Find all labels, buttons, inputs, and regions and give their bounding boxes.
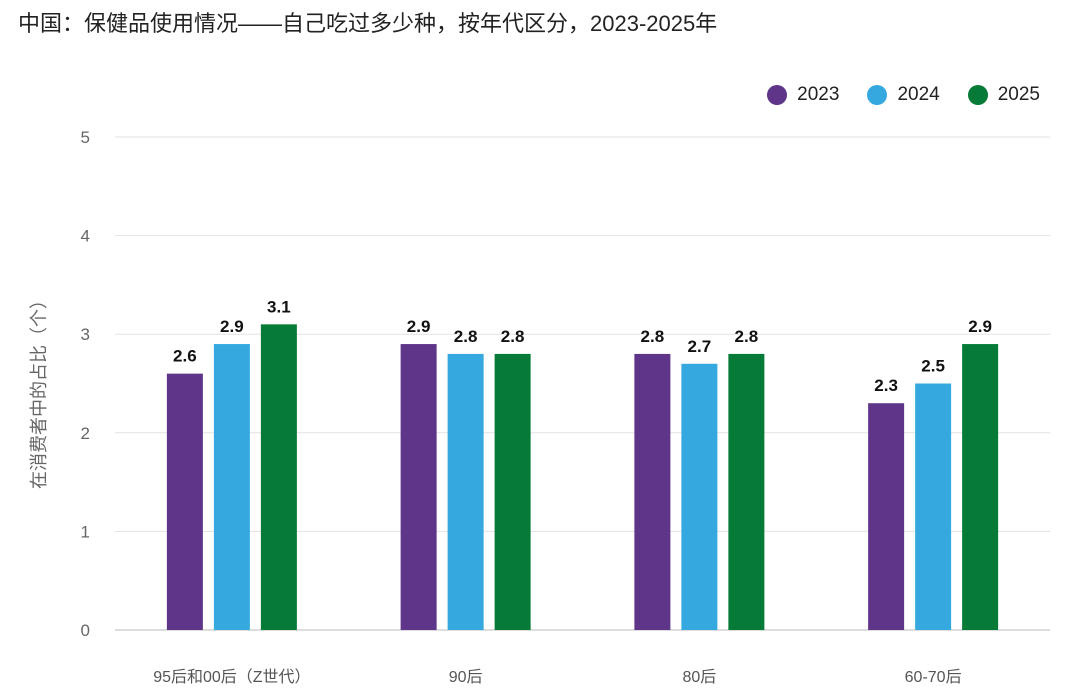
bar-2023 [400, 344, 437, 630]
data-label: 2.9 [407, 317, 431, 336]
y-tick-label: 1 [81, 522, 90, 541]
legend-swatch [967, 85, 988, 105]
data-label: 2.9 [968, 317, 992, 336]
bar-2024 [681, 363, 718, 630]
y-tick-label: 4 [81, 227, 90, 246]
bar-2025 [260, 324, 297, 630]
legend-label: 2025 [997, 84, 1040, 105]
bar-2023 [166, 373, 203, 630]
data-label: 2.5 [921, 357, 945, 376]
x-tick-label: 80后 [682, 668, 716, 686]
x-tick-label: 60-70后 [905, 668, 962, 686]
bar-2023 [868, 403, 905, 630]
bar-2024 [213, 344, 250, 630]
data-label: 2.8 [454, 327, 478, 346]
bar-2024 [447, 353, 484, 630]
y-tick-label: 2 [81, 424, 90, 443]
legend-swatch [867, 85, 888, 105]
data-label: 2.9 [220, 317, 244, 336]
chart-title: 中国：保健品使用情况——自己吃过多少种，按年代区分，2023-2025年 [18, 11, 718, 36]
data-label: 2.7 [688, 337, 712, 356]
bar-2023 [634, 353, 671, 630]
legend-swatch [767, 85, 788, 105]
legend-label: 2023 [797, 84, 840, 105]
legend-item-2023: 2023 [767, 84, 839, 106]
legend-label: 2024 [897, 84, 940, 105]
legend-item-2024: 2024 [867, 84, 940, 106]
y-tick-label: 0 [81, 621, 90, 640]
data-label: 2.8 [501, 327, 525, 346]
data-label: 2.8 [641, 327, 665, 346]
bar-2025 [728, 353, 765, 630]
y-tick-label: 5 [81, 128, 90, 147]
data-label: 2.3 [874, 376, 898, 395]
y-tick-label: 3 [81, 325, 90, 344]
legend: 2023 2024 2025 [767, 84, 1040, 106]
data-label: 3.1 [267, 297, 291, 316]
data-label: 2.8 [735, 327, 759, 346]
x-tick-label: 90后 [449, 668, 483, 686]
x-tick-label: 95后和00后（Z世代） [153, 668, 310, 686]
bar-2025 [962, 344, 999, 630]
data-label: 2.6 [173, 347, 197, 366]
bar-2025 [494, 353, 531, 630]
bar-2024 [915, 383, 952, 630]
legend-item-2025: 2025 [967, 84, 1040, 106]
